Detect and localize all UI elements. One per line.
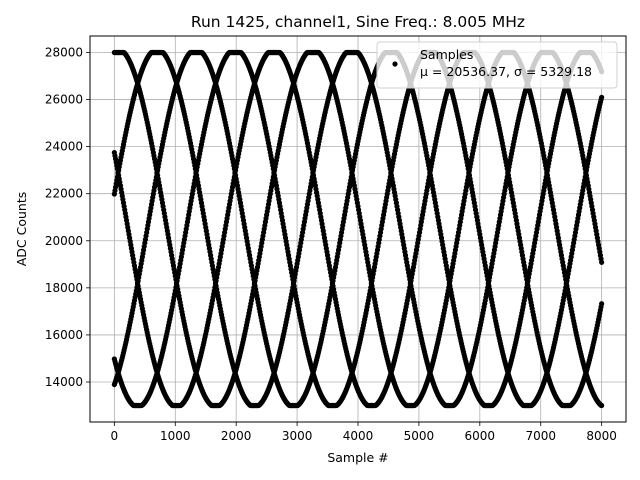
y-axis-label: ADC Counts <box>14 192 29 267</box>
sample-point <box>599 402 605 409</box>
legend-marker <box>392 61 398 67</box>
y-tick-label: 16000 <box>45 328 83 342</box>
data-points <box>111 49 605 409</box>
x-tick-label: 3000 <box>282 429 313 443</box>
legend: Samples μ = 20536.37, σ = 5329.18 <box>376 41 618 89</box>
sample-point <box>599 301 605 307</box>
x-axis-label: Sample # <box>327 450 388 465</box>
y-tick-label: 14000 <box>45 375 83 389</box>
legend-series-name: Samples <box>420 47 473 62</box>
x-tick-label: 2000 <box>221 429 252 443</box>
y-tick-label: 18000 <box>45 281 83 295</box>
ticks: 0 1000 2000 3000 4000 5000 6000 7000 8000 14000 16… <box>45 45 617 443</box>
x-tick-label: 8000 <box>586 429 617 443</box>
x-tick-label: 7000 <box>525 429 556 443</box>
y-tick-label: 28000 <box>45 45 83 59</box>
x-tick-label: 1000 <box>160 429 191 443</box>
sample-point <box>599 94 605 100</box>
x-tick-label: 4000 <box>343 429 374 443</box>
y-tick-label: 22000 <box>45 187 83 201</box>
y-tick-label: 26000 <box>45 93 83 107</box>
legend-stats: μ = 20536.37, σ = 5329.18 <box>420 64 592 79</box>
legend-box <box>376 41 618 89</box>
y-tick-label: 20000 <box>45 234 83 248</box>
chart-title: Run 1425, channel1, Sine Freq.: 8.005 MH… <box>191 13 525 31</box>
x-tick-label: 6000 <box>465 429 496 443</box>
x-tick-label: 0 <box>111 429 119 443</box>
sample-point <box>599 259 605 265</box>
x-tick-label: 5000 <box>404 429 435 443</box>
y-tick-label: 24000 <box>45 140 83 154</box>
